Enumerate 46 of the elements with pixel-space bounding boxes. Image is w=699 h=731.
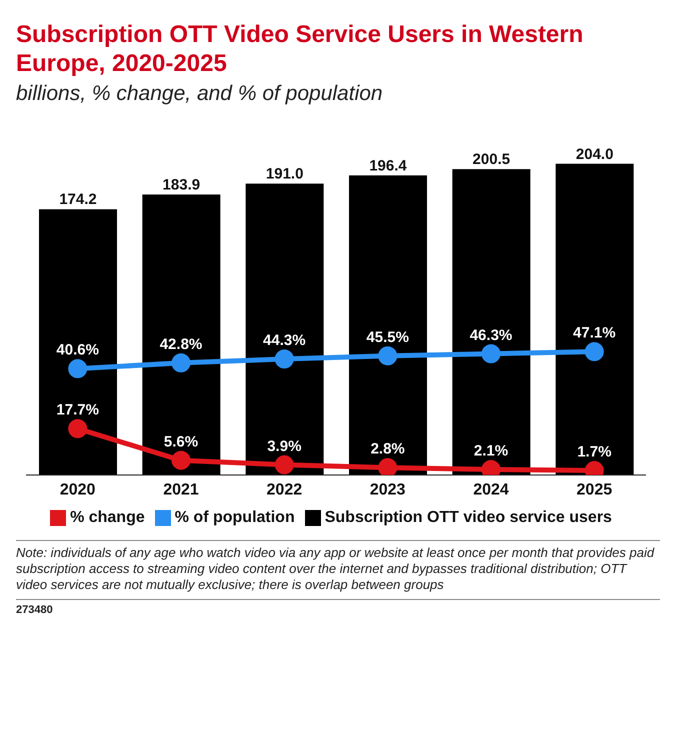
data-label: 40.6% (56, 342, 99, 359)
data-label: 5.6% (164, 433, 198, 450)
x-tick-label: 2020 (60, 481, 96, 498)
point (274, 350, 294, 368)
data-label: 200.5 (472, 151, 510, 168)
data-label: 47.1% (573, 324, 616, 342)
data-label: 183.9 (162, 176, 200, 194)
bar (142, 194, 220, 475)
point (274, 455, 294, 474)
data-label: 45.5% (366, 328, 409, 346)
data-label: 196.4 (369, 157, 408, 174)
data-label: 2.8% (370, 440, 405, 458)
bar (39, 209, 117, 475)
bar (556, 164, 634, 475)
bar (246, 184, 324, 475)
data-label: 3.9% (267, 438, 302, 455)
legend-label: Subscription OTT video service users (324, 509, 612, 526)
point (68, 419, 88, 438)
x-tick-label: 2022 (266, 481, 302, 498)
data-label: 44.3% (263, 332, 306, 349)
bar (452, 169, 530, 475)
legend-label: % of population (174, 509, 295, 526)
bar (349, 175, 427, 475)
x-tick-label: 2024 (473, 481, 509, 498)
x-tick-label: 2025 (576, 481, 612, 498)
text: Note: individuals of any age who watch video via any app or website at least once per month that provides paid subscription access to streaming video content over the internet and bypasses traditional distribution; OTT video services are not mutually exclusive; there is overlap between groups (16, 545, 656, 593)
point (378, 346, 398, 366)
data-label: 2.1% (474, 442, 508, 460)
data-label: 17.7% (56, 402, 99, 419)
data-label: 42.8% (160, 336, 202, 353)
point (172, 450, 190, 470)
point (68, 359, 88, 378)
point (172, 353, 190, 372)
point (584, 342, 604, 362)
data-label: 1.7% (577, 444, 612, 461)
x-tick-label: 2023 (370, 481, 406, 498)
text: 273480 (16, 604, 53, 616)
data-label: 204.0 (576, 146, 614, 163)
chart-subtitle: billions, % change, and % of population (16, 82, 384, 106)
x-tick-label: 2021 (163, 481, 199, 498)
data-label: 174.2 (59, 191, 97, 208)
point (482, 344, 500, 364)
chart-title: Subscription OTT Video Service Users in Western Europe, 2020-2025 (16, 20, 584, 78)
data-label: 46.3% (470, 326, 512, 344)
legend-label: % change (70, 509, 145, 526)
data-label: 191.0 (266, 166, 304, 183)
